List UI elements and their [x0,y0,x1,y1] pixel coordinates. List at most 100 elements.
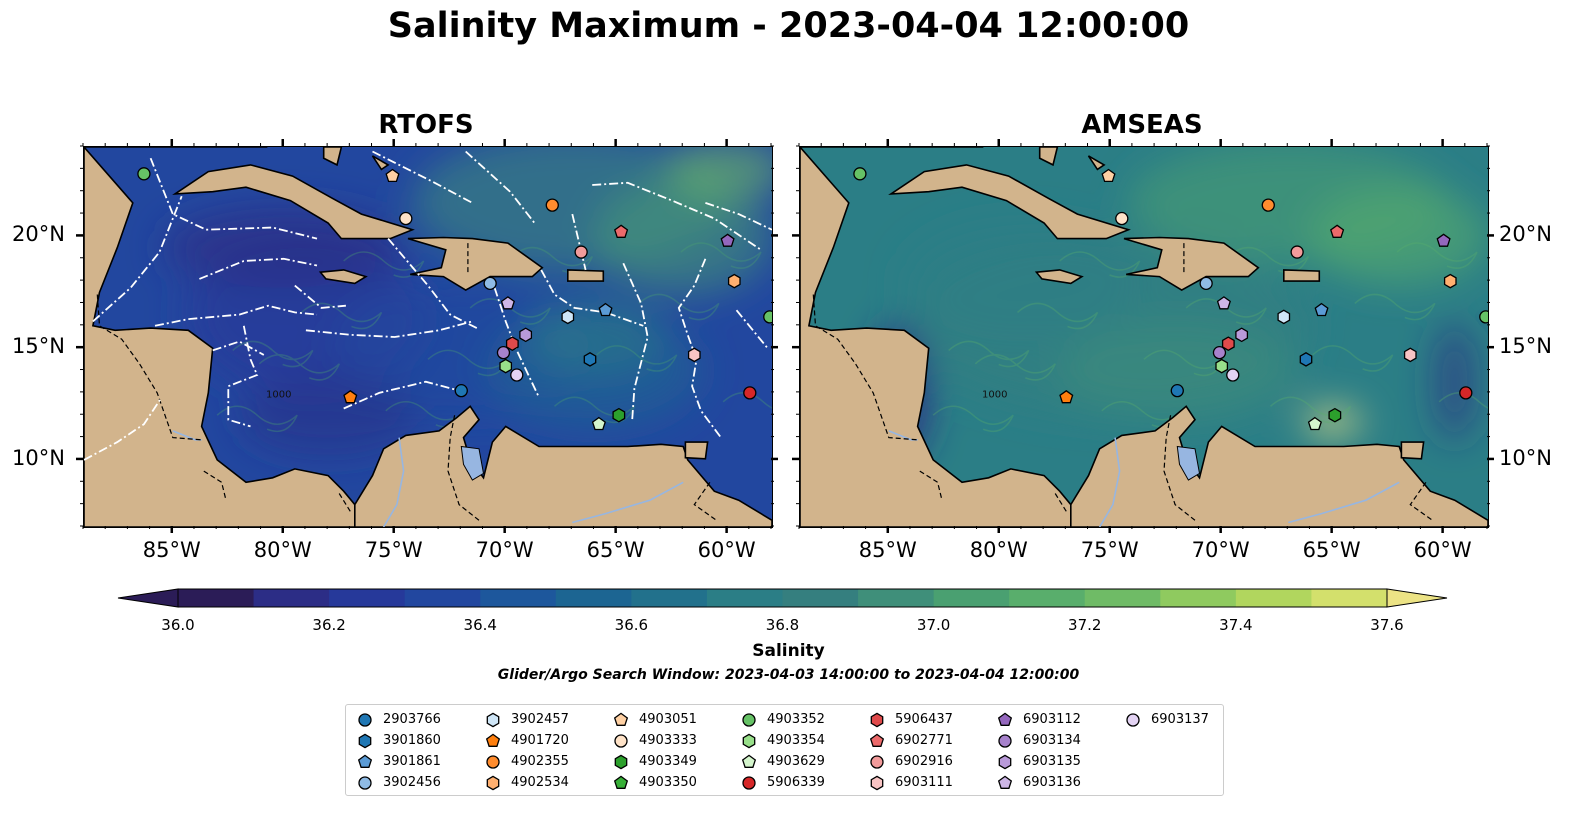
colorbar-tick-label: 37.0 [916,616,951,634]
colorbar-segment [1311,589,1388,607]
land-trinidad [684,441,709,460]
obs-marker-6903112 [1436,233,1451,247]
legend-marker [998,734,1012,748]
legend-label: 6903112 [1023,712,1081,727]
lon-tick-label: 80°W [253,538,312,562]
obs-marker-6903111 [1403,347,1417,363]
legend-marker-icon [742,733,756,749]
legend-marker [869,733,885,747]
contour-label: 1000 [266,389,291,400]
lat-tick-label: 15°N [12,334,65,359]
legend-label: 3901860 [383,733,441,748]
land-cuba [172,164,415,240]
land-bahamas2 [1087,155,1106,171]
legend-label: 4903349 [639,754,697,769]
legend-label: 6903136 [1023,775,1081,790]
legend-marker [742,776,756,790]
obs-marker-6902771 [614,224,629,238]
legend-label: 4903352 [767,712,825,727]
obs-marker-3902457 [1277,309,1291,325]
obs-marker-5906437 [1221,336,1235,352]
lat-tick-label: 20°N [1499,222,1552,247]
legend-marker [614,754,628,770]
legend-marker-icon [485,733,501,747]
legend-marker [613,775,629,789]
obs-marker-3901860 [583,352,597,367]
obs-marker-3902456 [1199,276,1213,291]
legend-marker [998,754,1012,770]
legend-label: 3901861 [383,754,441,769]
colorbar-segment [253,589,330,607]
obs-marker-4903333 [1115,211,1129,226]
land-hispaniola [1123,236,1260,292]
colorbar-tick-label: 36.6 [614,616,649,634]
legend-marker [614,734,628,748]
lon-tick-label: 60°W [1413,538,1472,562]
colorbar-tick-label: 36.4 [463,616,497,634]
legend-marker-icon [614,734,628,748]
legend-marker-icon [998,734,1012,748]
legend-marker-icon [614,754,628,770]
colorbar-segment [631,589,708,607]
legend-marker [486,755,500,769]
legend-label: 4902534 [511,775,569,790]
land-layer [84,147,772,527]
obs-marker-4902534 [727,273,741,289]
lake-maracaibo [460,445,485,481]
legend-marker-icon [613,775,629,789]
colorbar-segment [1235,589,1312,607]
colorbar-tick-label: 36.2 [312,616,346,634]
lat-tick-label: 10°N [12,445,65,470]
obs-marker-4903352 [137,167,151,181]
land-hispaniola [407,236,544,292]
lon-tick-label: 85°W [142,538,201,562]
legend-label: 5906339 [767,775,825,790]
land-bahamas1 [322,147,343,167]
colorbar-segment [706,589,783,607]
legend-marker-icon [741,754,757,768]
legend-marker-icon [869,733,885,747]
legend-marker [997,775,1013,789]
colorbar-segment [329,589,406,607]
obs-marker-6902916 [1290,245,1304,259]
obs-marker-4903352 [763,310,772,324]
land-centralAmerica [84,147,356,527]
legend-label: 3902457 [511,712,569,727]
colorbar-segment [782,589,859,607]
search-window-text: Glider/Argo Search Window: 2023-04-03 14… [497,667,1080,683]
obs-marker-6903136 [1216,296,1231,310]
legend-label: 5906437 [895,712,953,727]
legend: 2903766 3901860 3901861 3902456 3902457 49017… [345,704,1224,796]
legend-marker [870,775,884,791]
land-southAmerica [1069,405,1488,527]
axis-ticks [76,139,778,533]
legend-marker [1126,713,1140,727]
rtofs-map: 1000 [84,147,772,527]
contour-label: 1000 [982,389,1007,400]
colorbar-tick-label: 37.6 [1370,616,1404,634]
legend-label: 4903333 [639,733,697,748]
land-southAmerica [353,405,772,527]
legend-label: 2903766 [383,712,441,727]
obs-marker-4903349 [612,407,626,423]
colorbar-segment [1084,589,1161,607]
legend-marker-icon [486,712,500,728]
figure-title: Salinity Maximum - 2023-04-04 12:00:00 [387,6,1190,46]
lon-tick-label: 70°W [475,538,534,562]
lat-tick-label: 10°N [1499,445,1552,470]
colorbar-label: Salinity [752,641,825,661]
colorbar-segment [1160,589,1237,607]
land-puertoRico [1282,269,1321,282]
obs-marker-4903051 [1101,168,1116,183]
obs-marker-6903111 [687,347,701,363]
obs-marker-4903352 [1479,310,1488,324]
legend-marker-icon [998,754,1012,770]
legend-marker-icon [870,775,884,791]
lon-tick-label: 75°W [1080,538,1139,562]
legend-label: 4902355 [511,754,569,769]
legend-marker [742,713,756,727]
obs-marker-2903766 [454,383,468,398]
legend-marker-icon [742,713,756,727]
land-trinidad [1400,441,1425,460]
obs-marker-4903352 [853,167,867,181]
